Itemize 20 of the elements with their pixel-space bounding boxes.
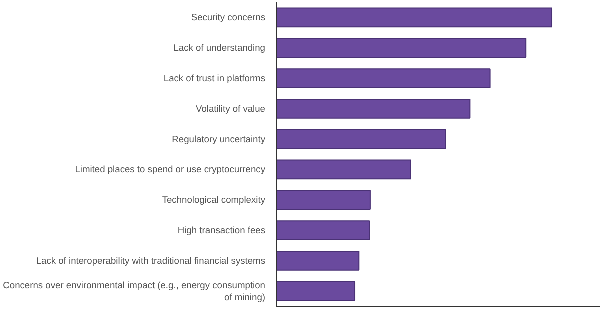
y-tick-label: Concerns over environmental impact (e.g., energy consumption of mining) — [3, 280, 266, 302]
y-tick-label: Regulatory uncertainty — [172, 134, 266, 144]
y-tick-label: Lack of understanding — [174, 43, 266, 54]
bar — [276, 129, 446, 150]
bar — [276, 38, 527, 58]
bar — [276, 281, 356, 302]
bar — [276, 8, 553, 28]
y-tick-label: Technological complexity — [162, 195, 266, 206]
y-tick-label: High transaction fees — [178, 226, 266, 236]
bar — [276, 190, 371, 210]
y-tick-label: Lack of trust in platforms — [164, 74, 266, 84]
bar — [276, 220, 370, 240]
y-tick-label: Volatility of value — [196, 104, 266, 114]
bar — [276, 250, 360, 271]
y-tick-label: Lack of interoperability with traditional financial systems — [36, 256, 266, 266]
bar — [276, 160, 412, 180]
y-tick-label: Limited places to spend or use cryptocurrency — [75, 164, 266, 175]
y-tick-label: Security concerns — [191, 12, 266, 23]
bar — [276, 68, 491, 88]
bar — [276, 98, 471, 119]
